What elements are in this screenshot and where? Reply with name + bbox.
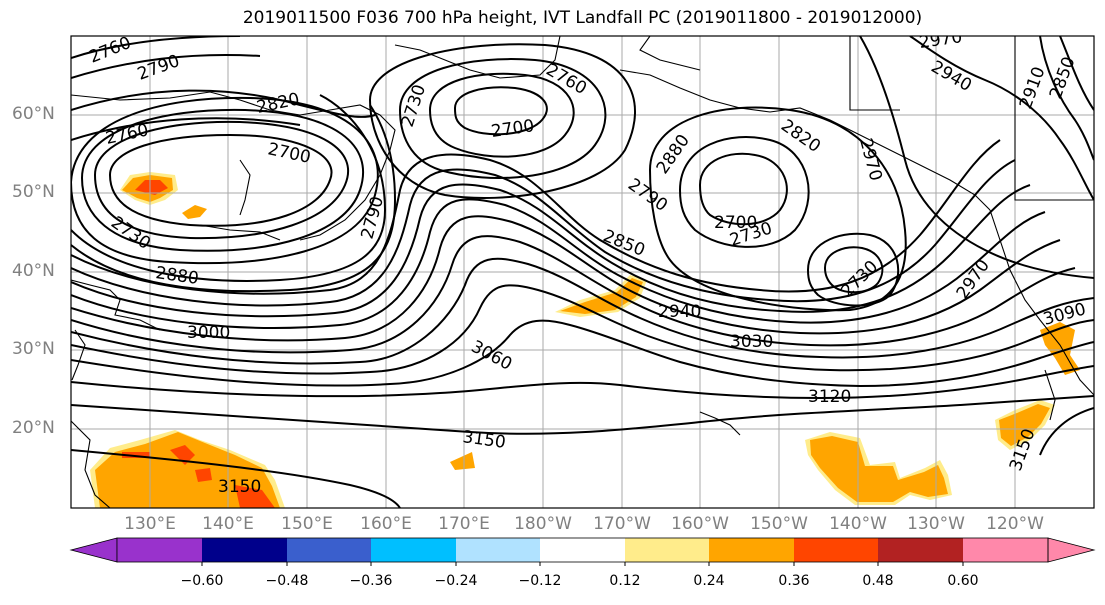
gridlines xyxy=(71,36,1094,508)
contour-label: 3000 xyxy=(187,323,230,343)
colorbar-tick-label: −0.36 xyxy=(349,573,393,589)
contour-label: 3150 xyxy=(461,427,507,453)
colorbar-tick-label: 0.60 xyxy=(947,573,979,589)
colorbar-bin xyxy=(625,538,709,562)
lon-label: 180°W xyxy=(514,514,572,534)
lon-label: 150°W xyxy=(750,514,808,534)
lon-label: 160°W xyxy=(671,514,729,534)
colorbar-bin xyxy=(709,538,794,562)
colorbar-tick-label: −0.12 xyxy=(518,573,562,589)
contour-label: 2790 xyxy=(135,51,182,85)
contour-label: 3060 xyxy=(468,337,516,375)
colorbar-bin xyxy=(202,538,287,562)
contour-label: 2790 xyxy=(358,194,389,241)
contour-label: 2970 xyxy=(953,256,994,303)
lon-label: 140°W xyxy=(829,514,887,534)
colorbar xyxy=(69,537,1096,566)
map-title: 2019011500 F036 700 hPa height, IVT Land… xyxy=(242,8,923,28)
colorbar-tick-label: −0.48 xyxy=(265,573,309,589)
colorbar-tick-label: 0.24 xyxy=(693,573,725,589)
contour-label: 3120 xyxy=(808,387,851,407)
ivt-shading xyxy=(90,172,1080,508)
lat-label-50n: 50°N xyxy=(12,182,55,202)
colorbar-bin xyxy=(794,538,878,562)
lon-label: 140°E xyxy=(202,514,254,534)
height-contours xyxy=(71,36,1094,508)
contour-label: 2970 xyxy=(918,27,964,53)
contour-label: 2730 xyxy=(837,257,882,302)
colorbar-tick-label: −0.24 xyxy=(434,573,478,589)
contour-label: 2880 xyxy=(653,131,694,178)
contour-label: 3030 xyxy=(730,332,773,352)
contour-label: 2700 xyxy=(266,139,312,168)
lat-label-40n: 40°N xyxy=(12,261,55,281)
lon-label: 170°E xyxy=(438,514,490,534)
colorbar-tick-label: −0.60 xyxy=(180,573,224,589)
colorbar-bin xyxy=(878,538,963,562)
colorbar-extend-low xyxy=(69,537,118,563)
contour-label: 2850 xyxy=(600,226,648,261)
contour-label: 2760 xyxy=(86,33,134,68)
colorbar-tick-label: 0.12 xyxy=(609,573,641,589)
colorbar-bin xyxy=(371,538,456,562)
lon-label: 160°E xyxy=(360,514,412,534)
lon-label: 150°E xyxy=(281,514,333,534)
contour-label: 2730 xyxy=(398,82,430,129)
contour-label: 2970 xyxy=(855,136,886,183)
lon-label: 170°W xyxy=(593,514,651,534)
colorbar-bin xyxy=(287,538,371,562)
contour-label: 2910 xyxy=(1016,64,1050,111)
colorbar-tick-label: 0.36 xyxy=(778,573,810,589)
contour-label: 3150 xyxy=(218,477,261,497)
contour-label: 2790 xyxy=(624,175,671,216)
lat-label-20n: 20°N xyxy=(12,418,55,438)
lon-label: 120°W xyxy=(986,514,1044,534)
colorbar-bin xyxy=(540,538,625,562)
coastlines xyxy=(71,36,1094,508)
colorbar-tick-label: 0.48 xyxy=(862,573,894,589)
map-frame xyxy=(70,35,1095,509)
contour-label: 2700 xyxy=(490,116,536,142)
colorbar-extend-high xyxy=(1047,537,1096,563)
colorbar-bin xyxy=(456,538,540,562)
contour-label: 2700 xyxy=(714,213,757,233)
colorbar-bin xyxy=(117,538,202,562)
contour-label: 2730 xyxy=(107,213,154,254)
contour-label: 2940 xyxy=(658,302,701,322)
colorbar-bin xyxy=(963,538,1048,562)
lon-label: 130°W xyxy=(907,514,965,534)
contour-label: 2820 xyxy=(777,116,824,157)
lat-label-30n: 30°N xyxy=(12,339,55,359)
lon-label: 130°E xyxy=(124,514,176,534)
lat-label-60n: 60°N xyxy=(12,104,55,124)
